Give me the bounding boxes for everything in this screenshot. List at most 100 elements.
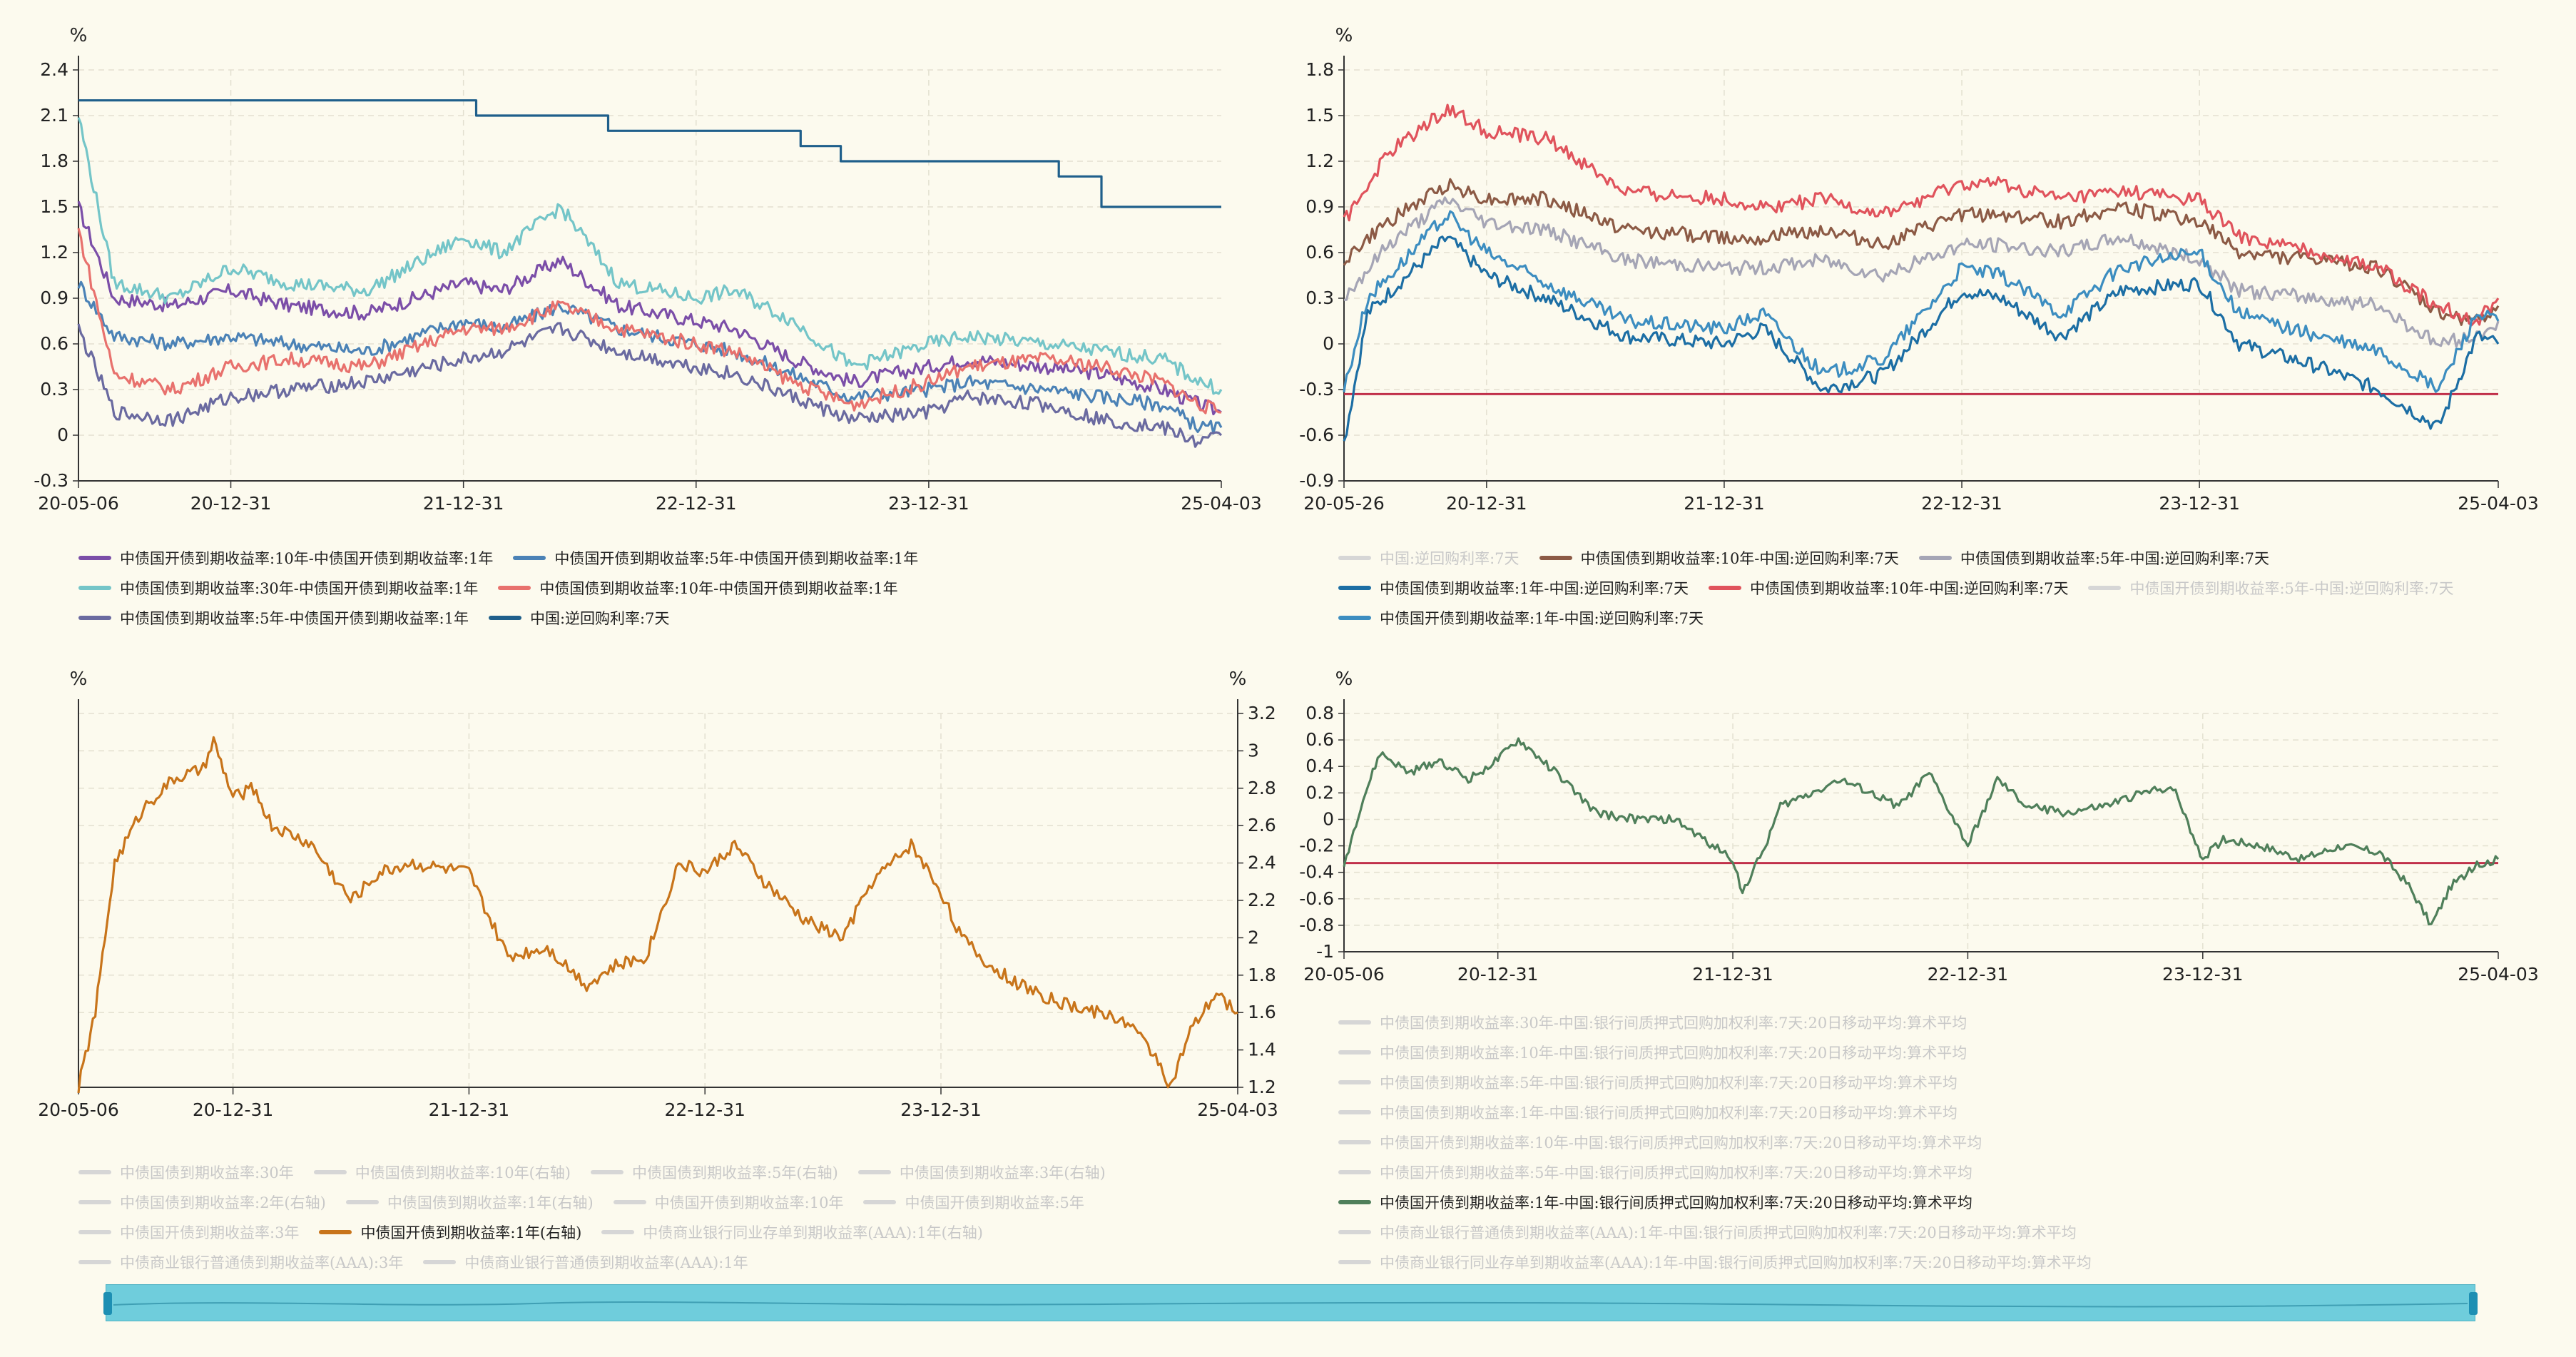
legend-swatch [345,1200,379,1204]
y-tick-label: 0.9 [1305,196,1334,217]
legend-item[interactable]: 中债国开债到期收益率:5年-中国:逆回购利率:7天 [2088,577,2454,599]
legend-item[interactable]: 中债国债到期收益率:1年-中国:逆回购利率:7天 [1338,577,1689,599]
legend-item[interactable]: 中债国债到期收益率:10年-中国:银行间质押式回购加权利率:7天:20日移动平均… [1338,1042,1967,1063]
legend-item[interactable]: 中国:逆回购利率:7天 [488,607,670,629]
legend-item[interactable]: 中债商业银行普通债到期收益率(AAA):1年-中国:银行间质押式回购加权利率:7… [1338,1221,2077,1243]
legend-item[interactable]: 中债国开债到期收益率:5年 [863,1191,1084,1213]
x-tick-label: 20-12-31 [190,493,271,514]
legend-item[interactable]: 中债商业银行同业存单到期收益率(AAA):1年(右轴) [601,1221,983,1243]
legend-item[interactable]: 中国:逆回购利率:7天 [1338,547,1519,569]
data-zoom-slider[interactable] [103,1284,2478,1321]
y-tick-label: 0.6 [1305,242,1334,263]
legend-item[interactable]: 中债商业银行普通债到期收益率(AAA):1年 [423,1251,748,1273]
legend-label: 中债国债到期收益率:3年(右轴) [899,1164,1106,1181]
legend-item[interactable]: 中债国债到期收益率:1年(右轴) [345,1191,594,1213]
legend-label: 中国:逆回购利率:7天 [529,610,670,627]
y-tick-label: -0.3 [1299,379,1334,400]
legend-label: 中债国开债到期收益率:10年-中债国开债到期收益率:1年 [120,550,494,567]
legend-swatch [1338,1050,1371,1054]
x-tick-label: 25-04-03 [1181,493,1261,514]
legend-item[interactable]: 中债国债到期收益率:5年-中国:逆回购利率:7天 [1918,547,2269,569]
legend-swatch [1338,1200,1371,1204]
series-line [1343,196,2500,348]
legend-swatch [78,1230,111,1234]
legend-item[interactable]: 中债商业银行同业存单到期收益率(AAA):1年-中国:银行间质押式回购加权利率:… [1338,1251,2092,1273]
legend-label: 中债商业银行普通债到期收益率(AAA):1年 [464,1254,748,1271]
chart-top-right: -0.9 -0.6 -0.3 0 0.3 0.6 0.9 1.2 1.5 1.8 20-05-26 2… [1299,25,2539,514]
legend-item[interactable]: 中债国债到期收益率:3年(右轴) [857,1162,1106,1183]
legend-row: 中债国开债到期收益率:1年-中国:逆回购利率:7天 [1338,605,1724,631]
legend-swatch [78,1260,111,1264]
legend-item[interactable]: 中债国债到期收益率:30年 [78,1162,294,1183]
legend-item[interactable]: 中债国债到期收益率:10年-中债国开债到期收益率:1年 [498,577,898,599]
legend-item[interactable]: 中债国债到期收益率:10年-中国:逆回购利率:7天 [1539,547,1899,569]
slider-handle-right[interactable] [2469,1292,2478,1315]
y-unit-label: % [70,25,88,46]
legend-row: 中国:逆回购利率:7天 中债国债到期收益率:10年-中国:逆回购利率:7天 中债国债… [1338,545,2289,571]
legend-swatch [319,1230,352,1234]
legend-item[interactable]: 中债国债到期收益率:1年-中国:银行间质押式回购加权利率:7天:20日移动平均:… [1338,1102,1958,1123]
legend-item[interactable]: 中债国债到期收益率:30年-中国:银行间质押式回购加权利率:7天:20日移动平均… [1338,1012,1967,1033]
legend-item[interactable]: 中债国债到期收益率:5年-中债国开债到期收益率:1年 [78,607,469,629]
legend-label: 中债商业银行普通债到期收益率(AAA):1年-中国:银行间质押式回购加权利率:7… [1380,1224,2077,1241]
legend-item[interactable]: 中债国债到期收益率:10年(右轴) [313,1162,571,1183]
x-tick-label: 22-12-31 [656,493,736,514]
y-tick-label: 1.8 [1248,965,1276,985]
y-unit-label: % [1335,669,1353,690]
legend-item[interactable]: 中债国开债到期收益率:10年-中债国开债到期收益率:1年 [78,547,493,569]
legend-swatch [78,556,111,560]
x-tick-label: 23-12-31 [888,493,969,514]
legend-row: 中债国债到期收益率:30年 中债国债到期收益率:10年(右轴) 中债国债到期收益率:… [78,1159,1126,1185]
legend-label: 中债商业银行普通债到期收益率(AAA):3年 [120,1254,404,1271]
legend-label: 中债国开债到期收益率:5年-中国:逆回购利率:7天 [2129,580,2454,597]
legend-item[interactable]: 中债国开债到期收益率:10年 [613,1191,844,1213]
legend-item[interactable]: 中债国开债到期收益率:5年-中债国开债到期收益率:1年 [513,547,918,569]
legend-label: 中债国开债到期收益率:10年 [654,1194,844,1211]
legend-row: 中债商业银行同业存单到期收益率(AAA):1年-中国:银行间质押式回购加权利率:… [1338,1249,2112,1275]
y-tick-label: -0.9 [1299,470,1334,491]
legend-item[interactable]: 中债商业银行普通债到期收益率(AAA):3年 [78,1251,403,1273]
legend-item[interactable]: 中债国债到期收益率:5年(右轴) [590,1162,838,1183]
x-tick-label: 21-12-31 [1684,493,1764,514]
chart-top-left: -0.3 0 0.3 0.6 0.9 1.2 1.5 1.8 2.1 2.4 20-05-06 20-… [34,25,1262,514]
y-tick-label: 1.2 [1248,1077,1276,1097]
legend-swatch [1338,586,1371,590]
y-tick-label: 1.6 [1248,1002,1276,1022]
legend-label: 中债国开债到期收益率:1年-中国:银行间质押式回购加权利率:7天:20日移动平均… [1380,1194,1972,1211]
legend-item[interactable]: 中债国开债到期收益率:5年-中国:银行间质押式回购加权利率:7天:20日移动平均… [1338,1162,1972,1183]
legend-swatch [78,586,111,590]
y-unit-label: % [70,669,88,690]
legend-item[interactable]: 中债国开债到期收益率:10年-中国:银行间质押式回购加权利率:7天:20日移动平… [1338,1132,1982,1153]
x-tick-label: 25-04-03 [1197,1099,1278,1120]
legend-swatch [1539,556,1572,560]
legend-item[interactable]: 中债国债到期收益率:5年-中国:银行间质押式回购加权利率:7天:20日移动平均:… [1338,1072,1958,1093]
legend-label: 中债国开债到期收益率:1年-中国:逆回购利率:7天 [1380,610,1704,627]
legend-item[interactable]: 中债国开债到期收益率:1年-中国:逆回购利率:7天 [1338,607,1704,629]
legend-swatch [1918,556,1952,560]
y-tick-label: 0.3 [40,379,68,400]
legend-item[interactable]: 中债国开债到期收益率:1年-中国:银行间质押式回购加权利率:7天:20日移动平均… [1338,1191,1972,1213]
y-tick-label: 0 [1323,808,1334,829]
legend-label: 中债国债到期收益率:2年(右轴) [120,1194,326,1211]
series-line [1343,737,2500,926]
legend-row: 中债商业银行普通债到期收益率(AAA):1年-中国:银行间质押式回购加权利率:7… [1338,1219,2097,1245]
legend-item[interactable]: 中债国债到期收益率:10年-中国:逆回购利率:7天 [1709,577,2068,599]
legend-swatch [1338,1140,1371,1144]
x-tick-label: 23-12-31 [2162,964,2243,985]
legend-swatch [513,556,546,560]
legend-item[interactable]: 中债国债到期收益率:30年-中债国开债到期收益率:1年 [78,577,478,599]
legend-item[interactable]: 中债国开债到期收益率:3年 [78,1221,299,1243]
legend-item[interactable]: 中债国债到期收益率:2年(右轴) [78,1191,326,1213]
x-tick-label: 21-12-31 [429,1099,509,1120]
legend-label: 中债国债到期收益率:30年 [120,1164,294,1181]
legend-swatch [1709,586,1742,590]
legend-label: 中债国债到期收益率:1年-中国:逆回购利率:7天 [1380,580,1689,597]
legend-label: 中债商业银行同业存单到期收益率(AAA):1年(右轴) [643,1224,983,1241]
slider-handle-left[interactable] [103,1292,112,1315]
legend-item[interactable]: 中债国开债到期收益率:1年(右轴) [319,1221,581,1243]
chart-bottom-left: 1.2 1.4 1.6 1.8 2 2.2 2.4 2.6 2.8 3 3.2 20-05-06 20-… [38,669,1278,1120]
y-tick-label: -0.4 [1299,862,1334,883]
legend-label: 中债国债到期收益率:5年-中国:银行间质押式回购加权利率:7天:20日移动平均:… [1380,1074,1958,1092]
y-tick-label: -0.3 [34,470,68,491]
